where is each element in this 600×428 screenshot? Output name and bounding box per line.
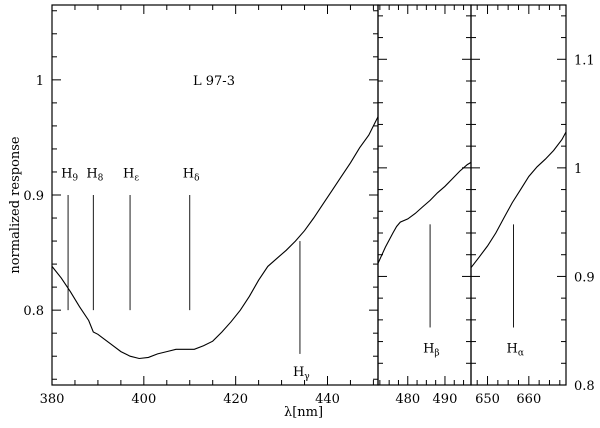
star-label: L 97-3 [193,74,235,89]
line-label-β: Hβ [423,341,440,358]
line-label-ε: Hε [123,167,139,184]
line-label-8: H8 [86,167,103,184]
x-tick-label: 380 [40,392,65,407]
y-tick-label-left: 0.9 [23,189,44,204]
response-curve-alpha [470,131,567,269]
line-label-9: H9 [61,167,78,184]
x-tick-label: 490 [433,392,458,407]
x-tick-label: 660 [516,392,541,407]
y-tick-label-right: 1 [574,162,582,177]
response-curve-beta [377,161,472,264]
panel-frame-alpha [470,4,567,386]
x-tick-label: 440 [315,392,340,407]
x-tick-label: 650 [475,392,500,407]
y-tick-label-right: 0.9 [574,270,595,285]
y-tick-label-right: 0.8 [574,379,595,394]
line-label-δ: Hδ [183,167,200,184]
panel-frame-beta [377,4,472,386]
x-tick-label: 400 [131,392,156,407]
x-tick-label: 420 [223,392,248,407]
y-tick-label-left: 1 [36,74,44,89]
balmer-line-markers: H9 H8 Hε Hδ Hγ Hβ Hα [61,167,524,382]
panel-frames [51,4,567,386]
response-curves [51,116,567,360]
x-axis-label: λ[nm] [284,405,323,420]
y-tick-label-left: 0.8 [23,304,44,319]
y-tick-label-right: 1.1 [574,53,595,68]
response-curve-blue [51,116,379,360]
y-axis-label: normalized response [8,136,23,274]
tick-labels: 380 400 420 440 480 490 650 660 0.8 0.9 1 0.8 0.9 1 1.… [23,53,594,407]
axis-ticks [51,5,566,386]
line-label-α: Hα [507,341,524,358]
line-label-γ: Hγ [293,365,310,382]
x-tick-label: 480 [395,392,420,407]
